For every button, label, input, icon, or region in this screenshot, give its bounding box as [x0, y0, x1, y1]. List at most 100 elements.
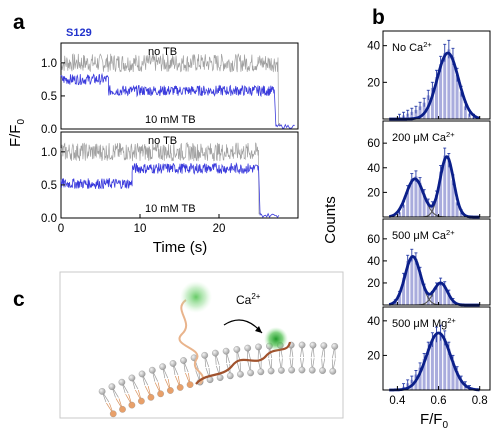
y-tick-label: 1.0 [41, 58, 57, 70]
fluorophore-bound [264, 327, 288, 351]
histogram-bar [438, 332, 443, 391]
sample-tag: S129 [66, 27, 92, 39]
histogram-frame [382, 120, 491, 218]
lipid-head [237, 370, 244, 378]
histogram-subplot: 20 40 60 500 μM Ca2+ [367, 218, 491, 307]
lipid-head [244, 344, 252, 352]
panel-label-c: c [13, 288, 25, 311]
x-tick-label: 0 [58, 223, 64, 235]
y-tick-label: 20 [367, 350, 380, 362]
trace-plot-bottom: no TB 10 mM TB 0.0 0.5 1.0 0 10 20 [41, 131, 299, 235]
lipid-head [298, 341, 306, 349]
trace-plot-bottom-frame [60, 131, 299, 219]
y-tick-label: 0.0 [41, 213, 57, 225]
lipid-head [247, 369, 254, 377]
histogram-frame [382, 218, 491, 306]
histogram-bar [409, 255, 414, 306]
trace-y-axis-label: F/F0 [7, 119, 27, 148]
x-tick-label: 0.4 [389, 395, 406, 407]
lipid-head [212, 349, 219, 357]
trace-bottom-label-tb: 10 mM TB [145, 203, 196, 215]
lipid-head [288, 366, 296, 374]
lipid-head [267, 367, 275, 375]
lipid-head [255, 343, 262, 351]
lipid-head [308, 366, 316, 374]
trace-x-axis-label: Time (s) [153, 239, 207, 256]
y-tick-label: 20 [367, 77, 380, 89]
panel-c-membrane-schematic: Ca2+ [59, 271, 344, 419]
trace-top-label-tb: 10 mM TB [145, 114, 196, 126]
lipid-head [108, 383, 116, 391]
lipid-head [201, 351, 209, 359]
lipid-head [167, 387, 174, 394]
histogram-subplot: 20 40 60 200 μM Ca2+ [367, 120, 491, 219]
y-tick-label: 0.5 [41, 91, 57, 103]
histogram-bar [442, 52, 447, 120]
gaussian-fit-total [389, 331, 480, 392]
lipid-head [176, 384, 184, 391]
lipid-head [138, 397, 145, 405]
lipid-head [186, 381, 194, 388]
lipid-head [148, 366, 156, 374]
x-tick-label: 20 [213, 223, 226, 235]
trace-top-gray [60, 53, 281, 127]
trace-bottom-y-ticks: 0.0 0.5 1.0 [41, 147, 65, 225]
histogram-frame [382, 306, 491, 391]
lipid-head [319, 367, 326, 374]
lipid-head [119, 405, 126, 413]
trace-blue-line [60, 72, 295, 129]
transition-arrowhead [255, 326, 262, 333]
trace-bottom-label-notb: no TB [148, 135, 177, 147]
histogram-x-axis-label: F/F0 [420, 411, 449, 431]
histogram-bar [434, 334, 439, 391]
panel-a-traces: S129 no TB 10 mM TB 0.0 0.5 1.0 no TB 10 m… [7, 27, 299, 256]
y-tick-label: 20 [367, 278, 380, 290]
ion-label: Ca2+ [236, 292, 261, 307]
lipid-head [180, 357, 187, 364]
trace-plot-top-frame [60, 42, 299, 130]
y-tick-label: 40 [367, 256, 380, 268]
histogram-y-axis-label: Counts [322, 196, 339, 244]
y-tick-label: 1.0 [41, 147, 57, 159]
trace-x-ticks: 0 10 20 [58, 214, 226, 235]
lipid-head [169, 360, 177, 367]
lipid-head [226, 372, 234, 380]
panel-label-b: b [372, 6, 385, 29]
lipid-head [128, 401, 136, 409]
y-tick-label: 20 [367, 187, 380, 199]
gaussian-fit-total [389, 155, 480, 219]
x-tick-label: 0.8 [472, 395, 488, 407]
y-tick-label: 40 [367, 41, 380, 53]
lipid-head [309, 341, 317, 349]
y-tick-label: 40 [367, 316, 380, 328]
lipid-head [109, 410, 117, 418]
histogram-bar [414, 176, 418, 218]
lipid-head [298, 366, 306, 374]
panel-b-histograms: Counts 20 40 No Ca2+ 20 40 60 200 μM Ca2+ 20 40 6… [322, 30, 491, 431]
y-tick-label: 0.5 [41, 180, 57, 192]
lipid-head [222, 347, 230, 355]
condition-label: 500 μM Ca2+ [392, 228, 455, 242]
lipid-head [233, 346, 241, 353]
lipid-head [329, 367, 337, 375]
lipid-head [118, 378, 126, 386]
condition-label: No Ca2+ [392, 40, 432, 54]
lipid-head [216, 374, 224, 382]
y-tick-label: 60 [367, 234, 380, 246]
y-tick-label: 40 [367, 163, 380, 175]
histogram-bar [447, 49, 451, 120]
histogram-frame [382, 30, 491, 120]
condition-label: 200 μM Ca2+ [392, 130, 455, 144]
lipid-head [278, 367, 285, 374]
y-tick-label: 0.0 [41, 124, 57, 136]
histogram-bar [430, 339, 435, 391]
trace-plot-top: no TB 10 mM TB 0.0 0.5 1.0 [41, 42, 299, 136]
y-tick-label: 60 [367, 138, 380, 150]
lipid-head [159, 363, 166, 371]
fluorophore-free [180, 281, 212, 313]
lipid-head [147, 393, 155, 401]
trace-top-blue [60, 72, 295, 129]
trace-top-label-notb: no TB [148, 46, 177, 58]
trace-bottom-gray [60, 141, 262, 215]
